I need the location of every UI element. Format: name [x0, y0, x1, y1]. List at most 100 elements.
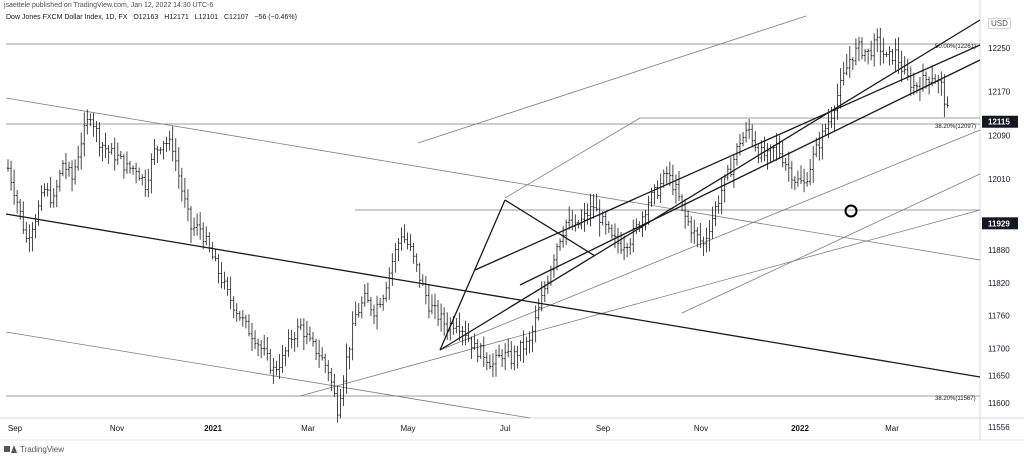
ohlc-bar	[52, 188, 56, 208]
ohlc-bar	[616, 227, 620, 254]
ohlc-bar	[467, 323, 470, 343]
ohlc-bar	[574, 214, 577, 232]
ohlc-bar	[696, 227, 699, 248]
x-tick-label: Nov	[110, 424, 124, 433]
ohlc-bar	[900, 50, 903, 83]
ohlc-bar	[391, 253, 394, 286]
ohlc-bar	[400, 227, 403, 251]
ohlc-bar	[860, 37, 864, 60]
ohlc-bar	[705, 227, 708, 253]
ohlc-bar	[354, 301, 357, 327]
ohlc-bar	[455, 318, 458, 334]
ohlc-bar	[171, 126, 174, 162]
ohlc-bar	[336, 385, 339, 423]
ohlc-bar	[424, 276, 428, 305]
ohlc-bar	[537, 298, 540, 321]
ohlc-bar	[201, 222, 205, 250]
ohlc-bar	[482, 336, 486, 367]
ohlc-bar	[104, 132, 107, 158]
ohlc-bar	[607, 221, 611, 233]
ohlc-bar	[491, 353, 495, 377]
ohlc-bar	[628, 238, 632, 255]
ohlc-bar	[747, 119, 751, 139]
y-tick-label: 11820	[988, 279, 1010, 288]
ohlc-bar	[461, 326, 464, 346]
ohlc-bar	[464, 320, 467, 346]
ohlc-bar	[76, 145, 80, 171]
ohlc-bar	[79, 132, 83, 170]
ohlc-bar	[89, 113, 92, 127]
ohlc-bar	[683, 198, 687, 229]
tradingview-footer[interactable]: TradingView	[4, 442, 64, 456]
ohlc-bar	[866, 48, 870, 65]
ohlc-bar	[659, 173, 662, 203]
y-tick-label: 11760	[988, 312, 1010, 321]
ohlc-bar	[766, 142, 769, 170]
x-tick-label: Mar	[301, 424, 315, 433]
ohlc-bar	[204, 226, 208, 246]
ohlc-bar	[125, 151, 129, 174]
ohlc-bar	[906, 58, 910, 81]
ohlc-bar	[735, 143, 739, 166]
ohlc-bar	[912, 72, 916, 95]
ohlc-bar	[46, 182, 49, 197]
x-tick-label: Nov	[694, 424, 708, 433]
x-tick-label: Jul	[500, 424, 510, 433]
ohlc-bar	[351, 311, 354, 361]
ohlc-bar	[272, 358, 275, 384]
ohlc-bar	[567, 206, 571, 230]
fib-annotation: 38.20%(11567)	[935, 396, 976, 402]
ohlc-bar	[12, 169, 16, 205]
ohlc-bar	[73, 159, 77, 185]
ohlc-bar	[851, 57, 855, 70]
ohlc-bar	[21, 201, 25, 234]
ohlc-bar	[604, 210, 608, 235]
ohlc-bar	[839, 68, 842, 109]
symbol-name[interactable]: Dow Jones FXCM Dollar Index, 1D, FX	[6, 14, 128, 21]
ohlc-bar	[226, 276, 229, 296]
ohlc-bar	[31, 222, 34, 252]
ohlc-bar	[430, 294, 434, 315]
ohlc-bar	[805, 172, 809, 187]
ohlc-bar	[122, 154, 126, 179]
ohlc-bar	[384, 281, 388, 302]
ohlc-bar	[394, 243, 397, 273]
ohlc-bar	[397, 238, 400, 262]
footer-brand: TradingView	[20, 444, 65, 454]
ohlc-bar	[946, 96, 949, 108]
ohlc-bar	[824, 123, 827, 137]
ohlc-bar	[531, 325, 534, 353]
ohlc-bar	[101, 141, 104, 162]
ohlc-bar	[92, 112, 95, 137]
ohlc-bar	[674, 174, 678, 204]
ohlc-bar	[516, 345, 519, 369]
currency-label[interactable]: USD	[988, 18, 1011, 29]
ohlc-bar	[650, 187, 653, 207]
chart-frame	[0, 0, 1024, 441]
ohlc-bar	[732, 153, 736, 189]
ohlc-bar	[833, 105, 836, 131]
ohlc-bar	[879, 27, 882, 66]
ohlc-bar	[238, 310, 242, 321]
ohlc-bar	[159, 146, 162, 155]
ohlc-bar	[653, 184, 656, 205]
ohlc-bar	[793, 176, 797, 191]
ohlc-bar	[433, 293, 437, 320]
ohlc-bar	[378, 297, 382, 308]
ohlc-bar	[147, 168, 150, 198]
change-value: −56 (−0.46%)	[254, 14, 297, 21]
ohlc-bar	[250, 322, 254, 352]
ohlc-bar	[885, 51, 888, 57]
ohlc-bar	[936, 74, 940, 94]
close-value: C12107	[224, 14, 249, 21]
ohlc-bar	[64, 152, 68, 180]
ohlc-bar	[134, 162, 138, 184]
ohlc-bar	[677, 171, 681, 202]
ohlc-bar	[156, 145, 159, 163]
ohlc-bar	[116, 142, 120, 165]
ohlc-bar	[625, 242, 629, 258]
ohlc-bar	[711, 206, 714, 239]
ohlc-bar	[387, 267, 391, 300]
ohlc-bar	[744, 121, 748, 143]
